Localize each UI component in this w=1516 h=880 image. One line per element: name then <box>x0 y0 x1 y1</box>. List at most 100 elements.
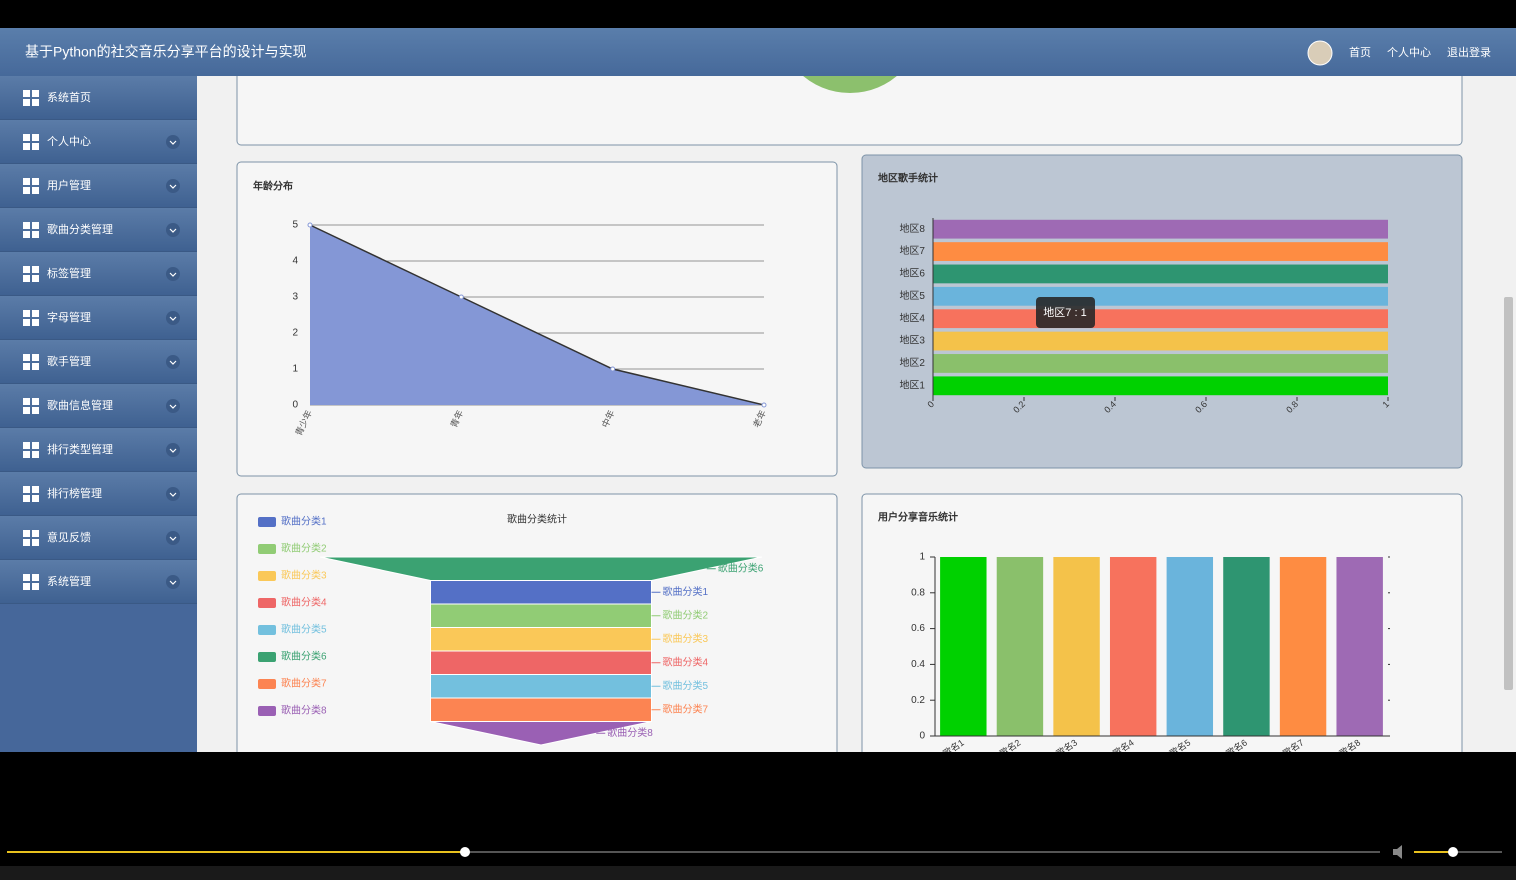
legend-swatch[interactable] <box>258 625 276 635</box>
menu-item[interactable] <box>0 252 197 295</box>
progress-knob[interactable] <box>460 847 470 857</box>
menu-label[interactable]: 歌曲信息管理 <box>47 398 113 412</box>
legend-label[interactable]: 歌曲分类7 <box>281 677 327 690</box>
menu-chevron[interactable] <box>166 443 180 457</box>
chevron-glyph <box>169 228 177 233</box>
menu-label[interactable]: 系统首页 <box>47 90 91 104</box>
menu-item[interactable] <box>0 516 197 559</box>
chevron-glyph <box>169 316 177 321</box>
icon-cell <box>23 178 30 185</box>
menu-label[interactable]: 歌手管理 <box>47 354 91 368</box>
bar <box>933 376 1388 396</box>
nav-link[interactable]: 个人中心 <box>1387 46 1431 59</box>
legend-swatch[interactable] <box>258 706 276 716</box>
menu-label[interactable]: 用户管理 <box>47 178 91 192</box>
menu-divider <box>0 251 197 252</box>
menu-icon <box>23 530 39 546</box>
icon-cell <box>23 266 30 273</box>
menu-label[interactable]: 排行榜管理 <box>47 486 102 500</box>
nav-link[interactable]: 退出登录 <box>1447 45 1491 59</box>
icon-cell <box>32 134 39 141</box>
icon-cell <box>23 275 30 282</box>
avatar[interactable] <box>1307 40 1333 66</box>
icon-cell <box>23 539 30 546</box>
bar <box>1053 557 1100 736</box>
icon-cell <box>23 574 30 581</box>
legend-label[interactable]: 歌曲分类4 <box>281 596 327 609</box>
menu-item[interactable] <box>0 340 197 383</box>
legend-label[interactable]: 歌曲分类6 <box>281 650 327 663</box>
menu-chevron[interactable] <box>166 355 180 369</box>
scroll-thumb[interactable] <box>1504 297 1513 690</box>
legend-label[interactable]: 歌曲分类1 <box>281 515 327 528</box>
icon-cell <box>23 319 30 326</box>
menu-item[interactable] <box>0 76 197 119</box>
funnel-segment <box>430 650 652 675</box>
menu-label[interactable]: 排行类型管理 <box>47 442 113 456</box>
player-strip <box>0 866 1516 880</box>
menu-chevron[interactable] <box>166 399 180 413</box>
funnel-label: 歌曲分类6 <box>718 561 764 574</box>
menu-item[interactable] <box>0 560 197 603</box>
legend-label[interactable]: 歌曲分类2 <box>281 542 327 555</box>
volume-level <box>1414 851 1453 853</box>
funnel-segment <box>430 674 652 699</box>
menu-chevron[interactable] <box>166 135 180 149</box>
menu-item[interactable] <box>0 384 197 427</box>
progress-played <box>7 851 465 853</box>
menu-chevron[interactable] <box>166 311 180 325</box>
nav-link[interactable]: 首页 <box>1349 45 1371 59</box>
menu-item[interactable] <box>0 472 197 515</box>
legend-swatch[interactable] <box>258 517 276 527</box>
y-tick-label: 0.4 <box>911 659 925 670</box>
menu-chevron[interactable] <box>166 223 180 237</box>
menu-label[interactable]: 个人中心 <box>47 135 91 148</box>
legend-swatch[interactable] <box>258 571 276 581</box>
icon-cell <box>23 363 30 370</box>
menu-chevron[interactable] <box>166 267 180 281</box>
menu-label[interactable]: 意见反馈 <box>47 530 91 544</box>
icon-cell <box>23 231 30 238</box>
menu-item[interactable] <box>0 164 197 207</box>
legend-label[interactable]: 歌曲分类8 <box>281 704 327 717</box>
menu-chevron[interactable] <box>166 531 180 545</box>
y-tick-label: 地区5 <box>899 289 925 302</box>
legend-swatch[interactable] <box>258 652 276 662</box>
icon-cell <box>32 451 39 458</box>
bar <box>933 264 1388 284</box>
volume-knob[interactable] <box>1448 847 1458 857</box>
icon-cell <box>32 495 39 502</box>
legend-label[interactable]: 歌曲分类5 <box>281 623 327 636</box>
icon-cell <box>32 398 39 405</box>
menu-label[interactable]: 字母管理 <box>47 310 91 324</box>
legend-swatch[interactable] <box>258 679 276 689</box>
chevron-glyph <box>169 360 177 365</box>
menu-chevron[interactable] <box>166 179 180 193</box>
progress-track[interactable] <box>7 851 1380 853</box>
bar <box>933 219 1388 239</box>
icon-cell <box>32 354 39 361</box>
menu-label[interactable]: 标签管理 <box>47 266 91 280</box>
legend-swatch[interactable] <box>258 544 276 554</box>
funnel-label: 歌曲分类2 <box>663 608 709 621</box>
funnel-label: 歌曲分类7 <box>663 702 709 715</box>
menu-item[interactable] <box>0 208 197 251</box>
menu-item[interactable] <box>0 296 197 339</box>
tooltip-text: 地区7 : 1 <box>1043 306 1086 319</box>
legend-swatch[interactable] <box>258 598 276 608</box>
menu-item[interactable] <box>0 428 197 471</box>
menu-divider <box>0 471 197 472</box>
menu-chevron[interactable] <box>166 575 180 589</box>
menu-label[interactable]: 系统管理 <box>47 574 91 588</box>
icon-cell <box>23 354 30 361</box>
legend-label[interactable]: 歌曲分类3 <box>281 569 327 582</box>
menu-item[interactable] <box>0 120 197 163</box>
icon-cell <box>32 442 39 449</box>
funnel-segment <box>430 627 652 652</box>
menu-label[interactable]: 歌曲分类管理 <box>47 222 113 236</box>
menu-chevron[interactable] <box>166 487 180 501</box>
volume-icon[interactable] <box>1393 845 1402 859</box>
